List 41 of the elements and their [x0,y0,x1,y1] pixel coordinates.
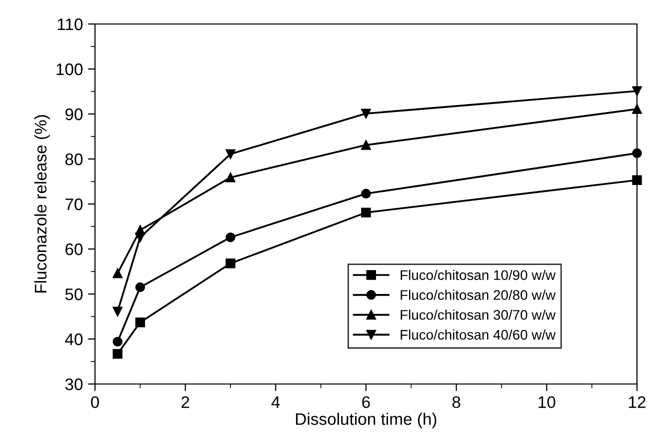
point [226,258,236,268]
y-tick-label: 110 [58,18,83,30]
point [135,282,146,292]
point [135,225,146,235]
y-tick-label: 50 [65,288,83,300]
x-tick-label: 12 [629,396,646,408]
point [112,268,122,278]
x-tick-label: 0 [91,396,99,408]
y-tick-label: 80 [65,153,83,166]
y-tick-label: 90 [65,108,83,120]
x-tick-label: 6 [362,396,370,408]
x-axis-title: Dissolution time (h) [296,412,436,428]
point [226,232,236,242]
point [112,348,122,359]
y-tick-label: 70 [66,198,83,210]
point [361,208,371,218]
legend-label: Fluco/chitosan 40/60 w/w [400,329,556,340]
point [632,104,642,114]
point [632,175,642,186]
y-axis-title: Fluconazole release (%) [34,115,50,292]
point [112,336,122,347]
legend-label: Fluco/chitosan 30/70 w/w [400,310,556,320]
x-tick-label: 4 [271,396,280,408]
y-tick-label: 100 [56,63,83,76]
point [112,306,122,316]
x-tick-label: 8 [452,396,460,408]
legend-label: Fluco/chitosan 10/90 w/w [400,270,556,280]
point [135,317,146,328]
point [632,86,642,96]
x-tick-label: 10 [538,396,556,408]
legend-label: Fluco/chitosan 20/80 w/w [400,290,556,300]
point [632,148,642,158]
point [361,188,371,199]
y-tick-label: 30 [65,378,83,390]
point [226,149,236,159]
point [361,108,371,118]
y-tick-label: 40 [65,333,83,346]
y-tick-label: 60 [66,243,83,256]
point [361,140,371,150]
point [226,172,236,182]
x-tick-label: 2 [182,396,190,408]
